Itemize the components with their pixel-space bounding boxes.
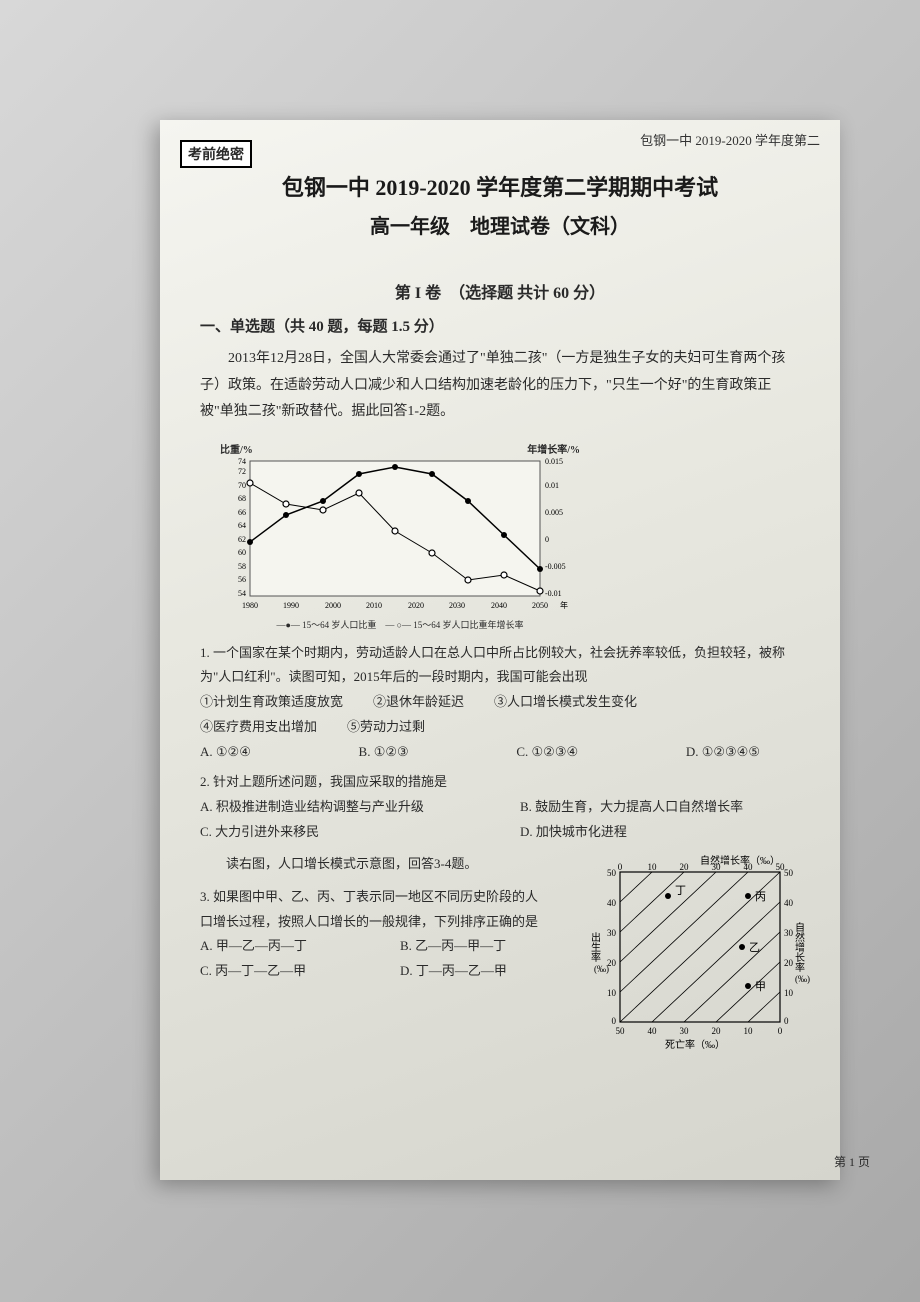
svg-text:20: 20: [712, 1026, 722, 1036]
svg-text:-0.005: -0.005: [545, 562, 566, 571]
svg-text:0: 0: [784, 1016, 789, 1026]
svg-text:74: 74: [238, 457, 246, 466]
q3-option-a: A. 甲—乙—丙—丁: [200, 934, 400, 959]
q2-stem: 2. 针对上题所述问题，我国应采取的措施是: [200, 770, 800, 795]
svg-text:70: 70: [238, 481, 246, 490]
q3-option-c: C. 丙—丁—乙—甲: [200, 959, 400, 984]
svg-text:0: 0: [612, 1016, 617, 1026]
svg-text:乙: 乙: [749, 941, 760, 954]
passage-q1-2: 2013年12月28日，全国人大常委会通过了"单独二孩"（一方是独生子女的夫妇可…: [200, 346, 800, 426]
q3-stem: 3. 如果图中甲、乙、丙、丁表示同一地区不同历史阶段的人口增长过程，按照人口增长…: [200, 885, 550, 934]
svg-text:-0.01: -0.01: [545, 589, 562, 598]
svg-text:10: 10: [784, 988, 794, 998]
header-school-term: 包钢一中 2019-2020 学年度第二: [640, 130, 820, 149]
svg-text:0.015: 0.015: [545, 457, 563, 466]
q3-option-b: B. 乙—丙—甲—丁: [400, 934, 506, 959]
svg-text:20: 20: [680, 862, 690, 872]
svg-text:50: 50: [616, 1026, 626, 1036]
q1-item-5: ⑤劳动力过剩: [347, 715, 425, 740]
svg-text:10: 10: [648, 862, 658, 872]
svg-text:40: 40: [784, 898, 794, 908]
svg-text:62: 62: [238, 535, 246, 544]
q2-option-c: C. 大力引进外来移民: [200, 820, 520, 845]
section-1-title: 第 I 卷 （选择题 共计 60 分）: [200, 279, 800, 303]
exam-title-sub: 高一年级 地理试卷（文科）: [200, 210, 800, 239]
exam-paper-page: 包钢一中 2019-2020 学年度第二 考前绝密 包钢一中 2019-2020…: [160, 120, 840, 1180]
svg-text:死亡率（‰）: 死亡率（‰）: [665, 1038, 725, 1051]
svg-text:0.005: 0.005: [545, 508, 563, 517]
chart-population-growth-mode: 自然增长率（‰） 0 10 20 30 40 50 50 40 30 20 10…: [580, 852, 810, 1052]
svg-text:0: 0: [545, 535, 549, 544]
svg-text:1980: 1980: [242, 601, 258, 610]
chart1-svg: 54 56 58 60 62 64 66 68 70 72 74 -0.01 -…: [220, 456, 580, 616]
q1-option-c: C. ①②③④: [516, 740, 578, 765]
svg-text:0.01: 0.01: [545, 481, 559, 490]
svg-text:60: 60: [238, 548, 246, 557]
svg-text:自然增长率: 自然增长率: [793, 921, 805, 973]
svg-text:40: 40: [744, 862, 754, 872]
page-number: 第 1 页: [834, 1153, 870, 1170]
svg-text:2040: 2040: [491, 601, 507, 610]
subsection-1-title: 一、单选题（共 40 题，每题 1.5 分）: [200, 315, 800, 336]
svg-text:54: 54: [238, 589, 246, 598]
svg-text:30: 30: [607, 928, 617, 938]
svg-text:30: 30: [680, 1026, 690, 1036]
chart-population-ratio: 比重/% 年增长率/% 54 56 58 60 62 64 66 68 70 7…: [220, 441, 580, 631]
svg-text:68: 68: [238, 494, 246, 503]
svg-text:58: 58: [238, 562, 246, 571]
passage-q3-4: 读右图，人口增长模式示意图，回答3-4题。: [200, 852, 550, 877]
svg-text:0: 0: [618, 862, 623, 872]
svg-text:出生率: 出生率: [589, 931, 601, 963]
svg-text:40: 40: [607, 898, 617, 908]
confidential-seal: 考前绝密: [180, 140, 252, 168]
svg-text:(‰): (‰): [594, 964, 609, 974]
q1-option-b: B. ①②③: [359, 740, 409, 765]
svg-text:64: 64: [238, 521, 246, 530]
q3-option-d: D. 丁—丙—乙—甲: [400, 959, 507, 984]
q1-option-a: A. ①②④: [200, 740, 251, 765]
svg-text:2010: 2010: [366, 601, 382, 610]
svg-text:0: 0: [778, 1026, 783, 1036]
svg-text:50: 50: [784, 868, 794, 878]
q1-item-1: ①计划生育政策适度放宽: [200, 690, 343, 715]
svg-text:50: 50: [607, 868, 617, 878]
svg-text:甲: 甲: [755, 981, 766, 993]
svg-text:2020: 2020: [408, 601, 424, 610]
svg-text:66: 66: [238, 508, 246, 517]
svg-text:30: 30: [712, 862, 722, 872]
exam-title-main: 包钢一中 2019-2020 学年度第二学期期中考试: [200, 170, 800, 202]
q1-stem: 1. 一个国家在某个时期内，劳动适龄人口在总人口中所占比例较大，社会抚养率较低，…: [200, 641, 800, 690]
chart1-right-axis-label: 年增长率/%: [527, 441, 580, 456]
svg-text:年: 年: [560, 600, 568, 610]
q1-item-3: ③人口增长模式发生变化: [494, 690, 637, 715]
svg-text:1990: 1990: [283, 601, 299, 610]
svg-text:72: 72: [238, 467, 246, 476]
chart1-left-axis-label: 比重/%: [220, 441, 253, 456]
svg-text:丙: 丙: [755, 891, 766, 903]
q1-item-2: ②退休年龄延迟: [373, 690, 464, 715]
svg-text:56: 56: [238, 575, 246, 584]
svg-text:2030: 2030: [449, 601, 465, 610]
svg-text:10: 10: [744, 1026, 754, 1036]
q1-item-4: ④医疗费用支出增加: [200, 715, 317, 740]
q2-option-d: D. 加快城市化进程: [520, 820, 627, 845]
q2-option-a: A. 积极推进制造业结构调整与产业升级: [200, 795, 520, 820]
svg-text:(‰): (‰): [795, 974, 810, 984]
svg-text:2050: 2050: [532, 601, 548, 610]
q1-option-d: D. ①②③④⑤: [686, 740, 760, 765]
svg-text:丁: 丁: [675, 885, 686, 897]
svg-text:2000: 2000: [325, 601, 341, 610]
svg-text:10: 10: [607, 988, 617, 998]
svg-text:40: 40: [648, 1026, 658, 1036]
q2-option-b: B. 鼓励生育，大力提高人口自然增长率: [520, 795, 743, 820]
chart1-legend: —●— 15～64 岁人口比重 — ○— 15～64 岁人口比重年增长率: [220, 618, 580, 631]
